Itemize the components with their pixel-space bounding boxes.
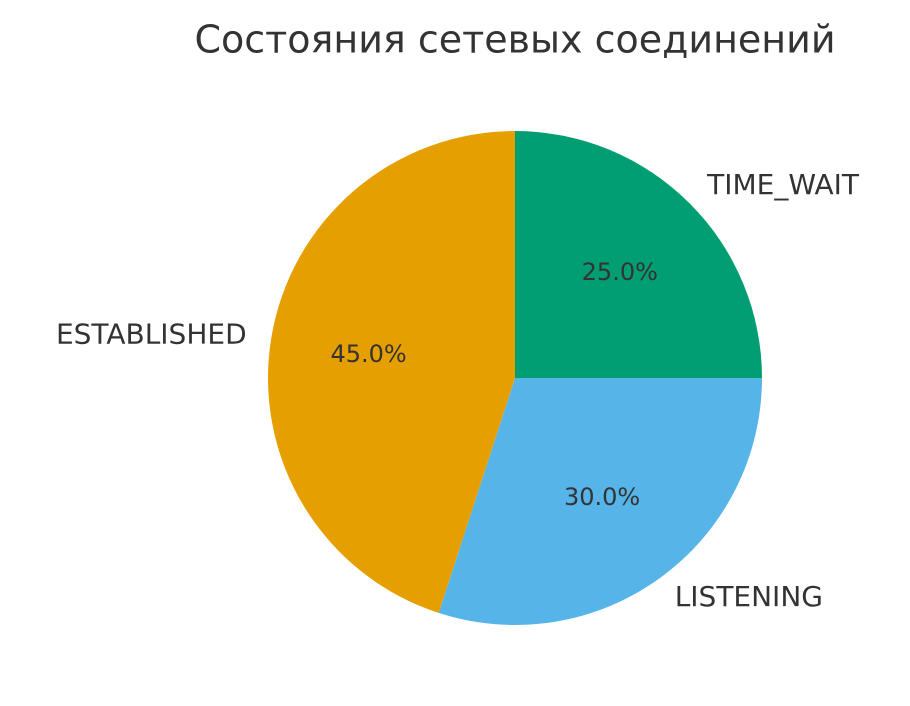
value-label: 25.0% (582, 258, 658, 286)
pie-slice (515, 131, 762, 378)
slice-label: TIME_WAIT (706, 168, 860, 201)
slice-label: LISTENING (675, 580, 823, 613)
chart-title: Состояния сетевых соединений (194, 18, 835, 62)
slice-label: ESTABLISHED (56, 317, 247, 350)
value-label: 45.0% (330, 340, 406, 368)
pie-slice (268, 131, 515, 613)
value-label: 30.0% (564, 483, 640, 511)
pie-slice (438, 378, 762, 625)
